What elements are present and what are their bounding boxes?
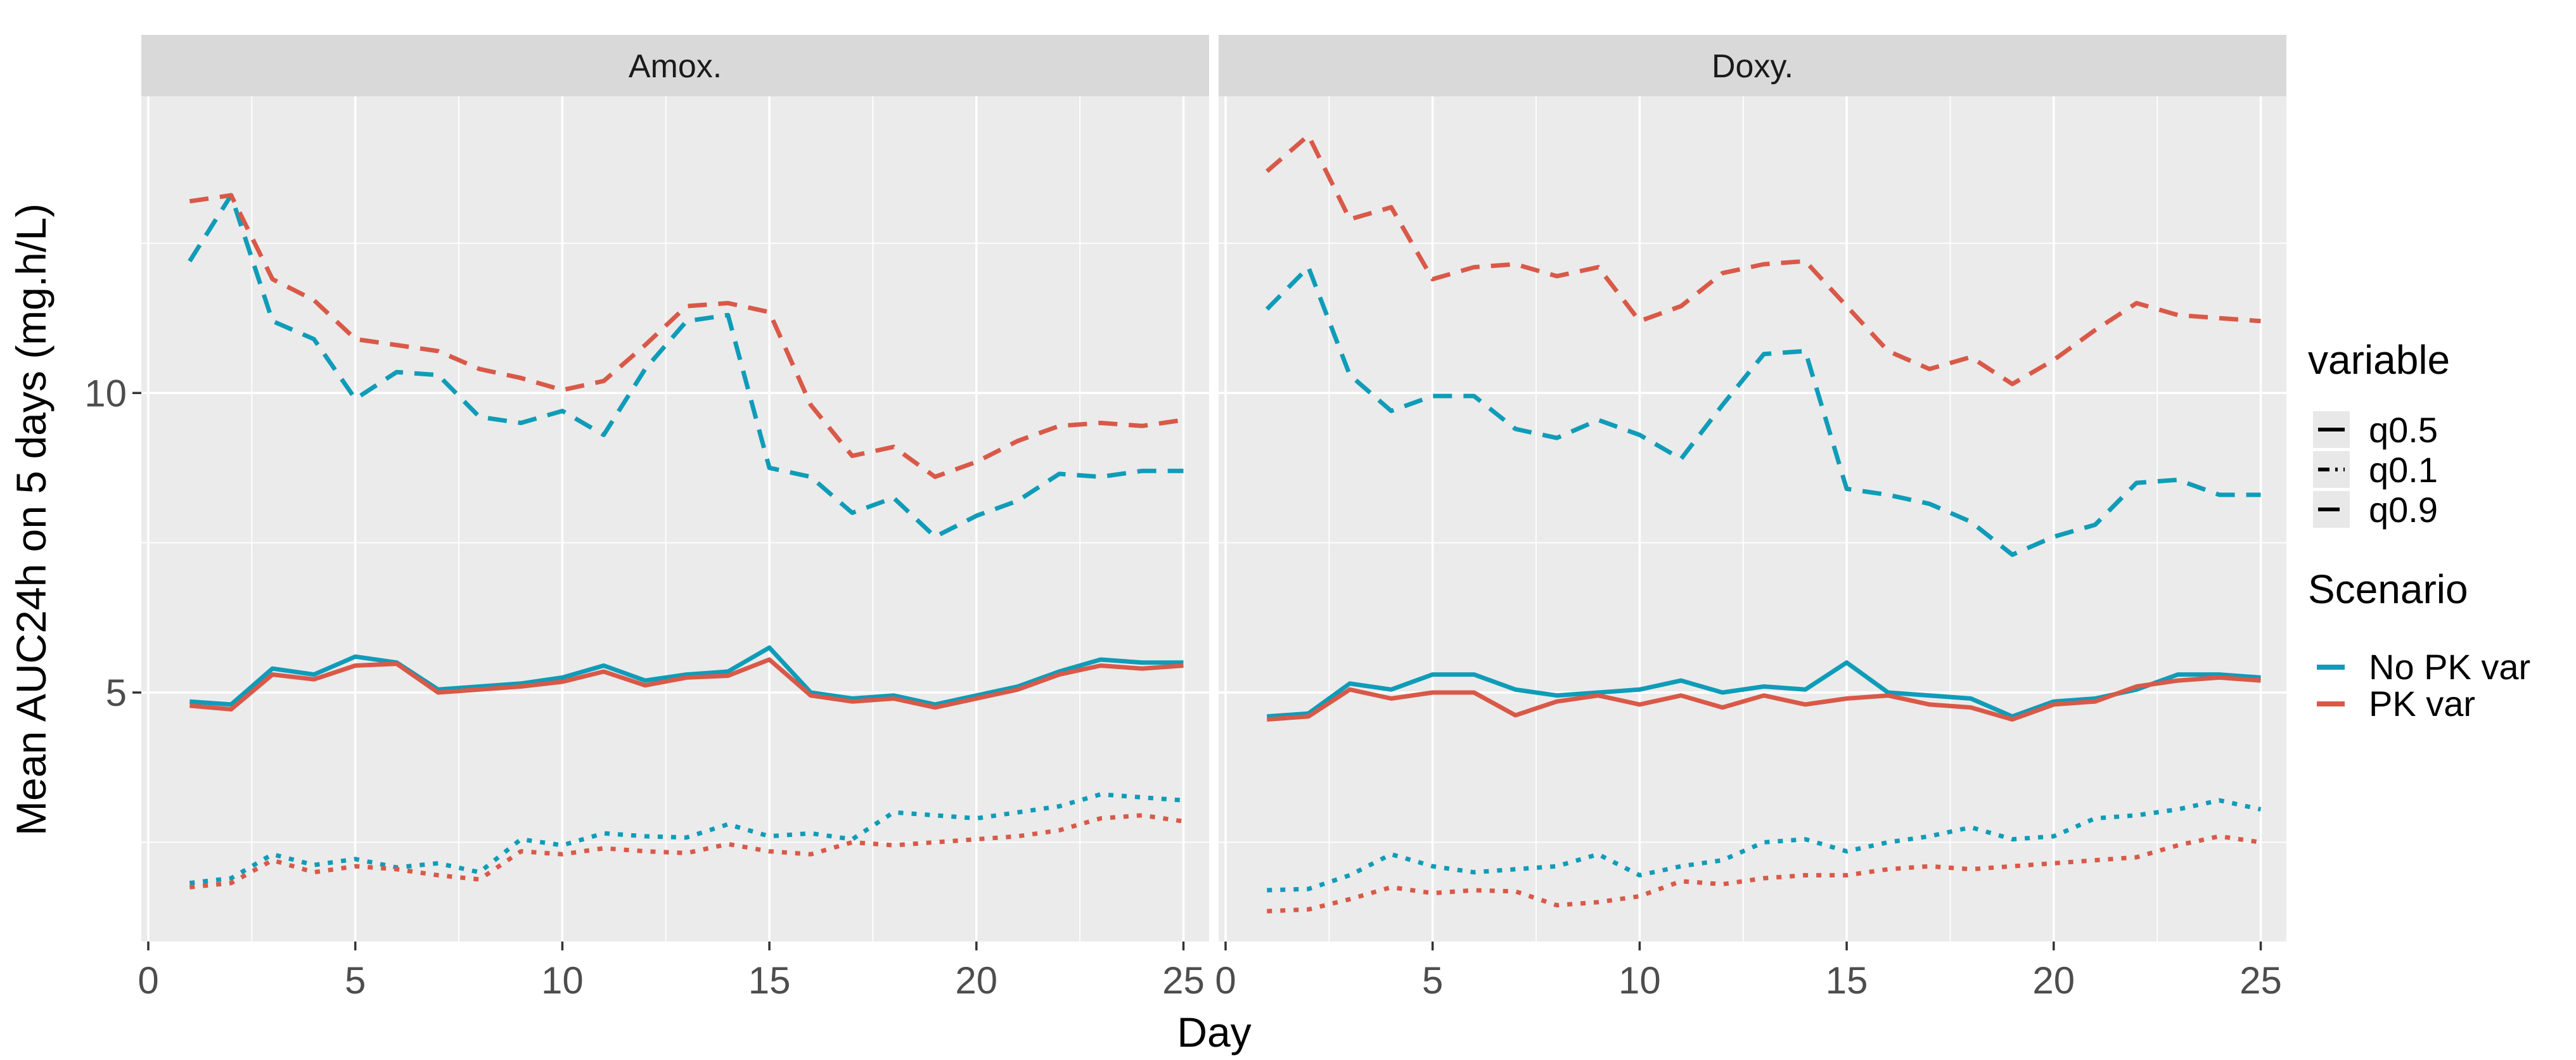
facet-strip-label: Amox. (629, 48, 722, 85)
series-q0.5-pk-var (1267, 675, 2261, 722)
panel-background (141, 96, 1209, 942)
legend-scenario-title: Scenario (2308, 566, 2468, 612)
legend-scenario-item-label: No PK var (2369, 647, 2530, 687)
series-q0.1-no-pk-var (189, 792, 1184, 886)
x-tick-label: 5 (1422, 959, 1443, 1002)
series-q0.5-no-pk-var (1267, 660, 2261, 719)
x-tick-label: 25 (1162, 959, 1205, 1002)
facet-strip-label: Doxy. (1712, 48, 1793, 85)
legend: variable q0.5q0.1q0.9 Scenario No PK var… (2308, 337, 2530, 724)
legend-variable-item-label: q0.5 (2369, 410, 2438, 450)
x-tick-label: 10 (541, 959, 584, 1002)
series-q0.9-no-pk-var (1265, 265, 2261, 557)
x-tick-label: 15 (1826, 959, 1868, 1002)
series-q0.1-pk-var (189, 813, 1184, 890)
series-q0.9-pk-var (189, 193, 1184, 480)
x-tick-label: 15 (748, 959, 791, 1002)
series-q0.1-no-pk-var (1267, 798, 2262, 893)
legend-variable-items: q0.5q0.1q0.9 (2313, 410, 2438, 530)
facet-strip (1219, 35, 2286, 96)
x-tick-label: 0 (1215, 959, 1236, 1002)
x-tick-label: 25 (2240, 959, 2282, 1002)
y-tick-label: 10 (84, 372, 127, 414)
panels-layer: Amox. 0 5 10 15 20 25 Doxy. 0 5 10 15 20 25 5 10 (84, 35, 2286, 1002)
facet-strip (141, 35, 1209, 96)
legend-variable-item-label: q0.1 (2369, 450, 2438, 490)
x-tick-label: 20 (955, 959, 997, 1002)
legend-variable-title: variable (2308, 337, 2450, 383)
x-tick-label: 0 (138, 959, 158, 1002)
x-axis-title: Day (1177, 1009, 1251, 1056)
legend-variable-item-label: q0.9 (2369, 490, 2438, 530)
series-q0.5-no-pk-var (189, 645, 1184, 707)
series-q0.5-pk-var (189, 657, 1184, 712)
x-tick-label: 20 (2032, 959, 2075, 1002)
x-tick-label: 10 (1618, 959, 1661, 1002)
y-tick-label: 5 (106, 672, 127, 714)
series-q0.1-pk-var (1267, 834, 2262, 914)
y-axis-title: Mean AUC24h on 5 days (mg.h/L) (8, 203, 54, 836)
x-tick-label: 5 (345, 959, 366, 1002)
series-q0.9-pk-var (1266, 133, 2261, 386)
legend-scenario-item-label: PK var (2369, 684, 2475, 724)
panel-background (1219, 96, 2286, 942)
